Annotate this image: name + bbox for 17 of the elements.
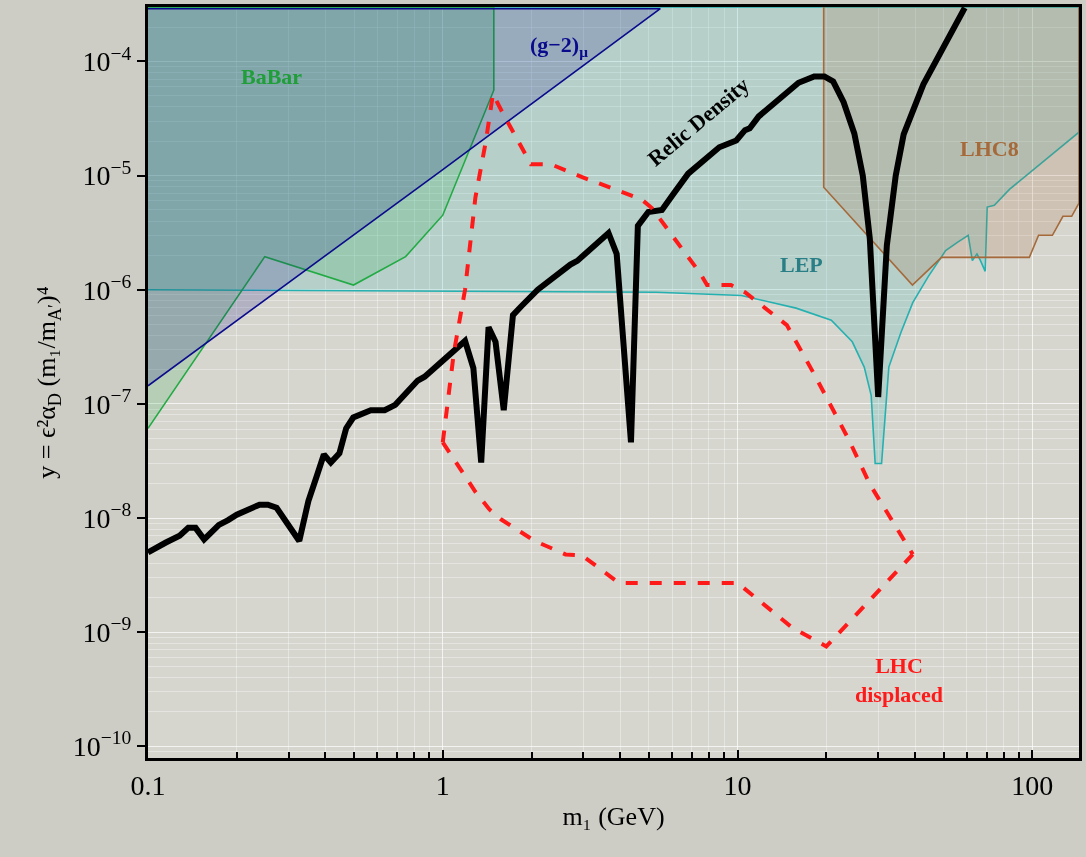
y-tick-label: 10$^{−4}$ — [82, 42, 132, 78]
y-tick-label: 10$^{−7}$ — [82, 384, 132, 420]
annotation: LHC displaced — [855, 653, 944, 707]
x-tick-label: 10 — [723, 769, 752, 801]
y-tick-label: 10$^{−9}$ — [82, 613, 132, 648]
y-tick-label: 10$^{−8}$ — [82, 499, 132, 534]
annotation: LHC8 — [960, 136, 1019, 161]
x-tick-label: 100 — [1011, 769, 1054, 801]
annotation: BaBar — [241, 64, 303, 89]
x-tick-label: 1 — [435, 769, 450, 801]
x-tick-label: 0.1 — [130, 769, 166, 801]
y-tick-label: 10$^{−5}$ — [82, 156, 132, 192]
annotation: (g−2)$_{μ}$ — [530, 32, 589, 60]
y-tick-label: 10$^{−10}$ — [72, 727, 132, 763]
annotation: LEP — [780, 252, 823, 277]
x-axis-title: m₁ (GeV) — [562, 802, 665, 832]
y-tick-label: 10$^{−6}$ — [82, 270, 132, 306]
